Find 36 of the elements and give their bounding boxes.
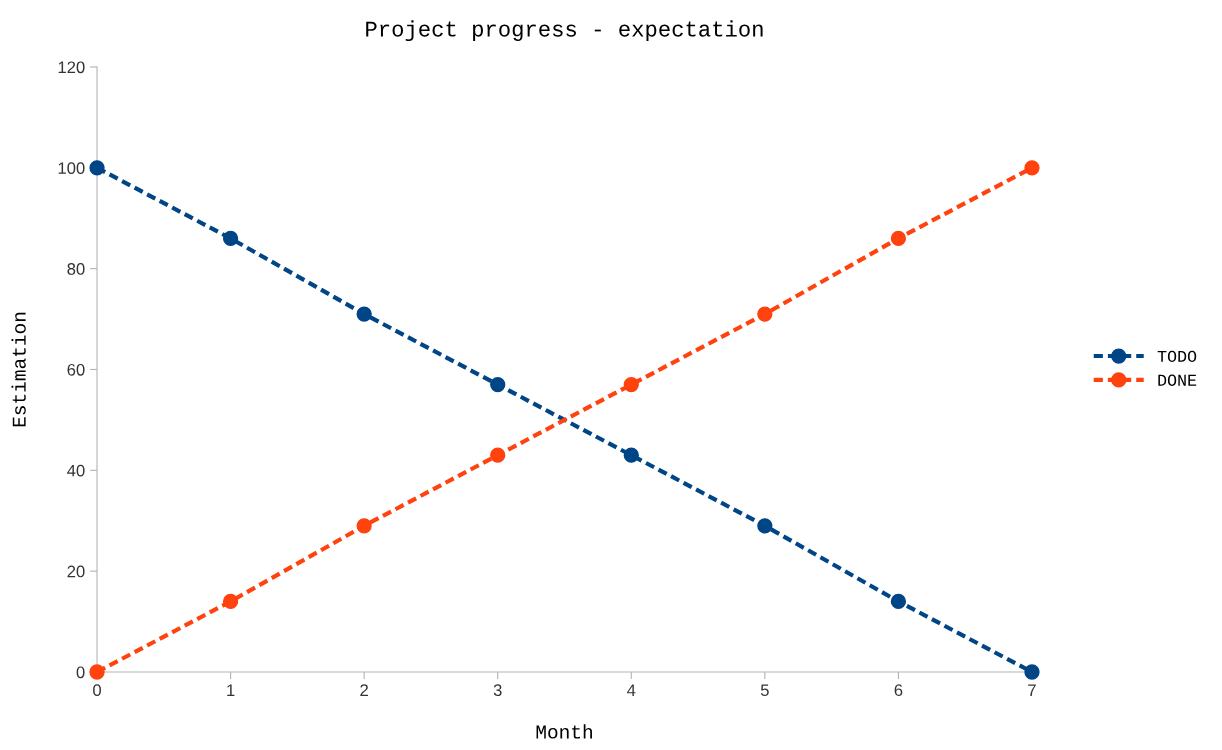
x-tick-label: 3 — [493, 684, 502, 697]
y-tick-label: 20 — [67, 565, 85, 578]
point — [623, 447, 639, 463]
point — [89, 160, 105, 176]
point — [356, 518, 372, 534]
point — [890, 593, 907, 610]
x-tick-label: 4 — [627, 684, 636, 696]
y-tick-label: 100 — [58, 162, 85, 175]
x-axis-title: Month — [536, 724, 592, 739]
y-tick-label: 60 — [67, 363, 85, 376]
point — [1024, 160, 1040, 176]
x-tick-label: 1 — [227, 684, 235, 696]
point — [1024, 664, 1040, 680]
point — [490, 376, 506, 393]
y-tick-label: 0 — [76, 666, 85, 679]
chart-title: Project progress - expectation — [366, 20, 763, 42]
legend-label: DONE — [1158, 374, 1197, 386]
point — [222, 593, 239, 610]
y-tick-label: 120 — [58, 61, 85, 74]
y-tick-label: 40 — [67, 464, 85, 477]
point — [757, 518, 773, 534]
x-tick-label: 7 — [1028, 684, 1036, 696]
y-tick-label: 80 — [67, 263, 85, 275]
x-tick-label: 2 — [360, 684, 368, 696]
legend-label: TODO — [1157, 350, 1197, 363]
x-tick-label: 6 — [894, 684, 903, 697]
x-tick-label: 0 — [93, 684, 102, 697]
point — [890, 230, 907, 247]
y-axis-title: Estimation — [11, 312, 26, 427]
x-tick-label: 5 — [760, 684, 769, 697]
point — [757, 306, 773, 322]
point — [490, 447, 506, 463]
point — [89, 664, 105, 680]
point — [623, 376, 639, 393]
point — [222, 230, 239, 247]
point — [356, 306, 372, 322]
